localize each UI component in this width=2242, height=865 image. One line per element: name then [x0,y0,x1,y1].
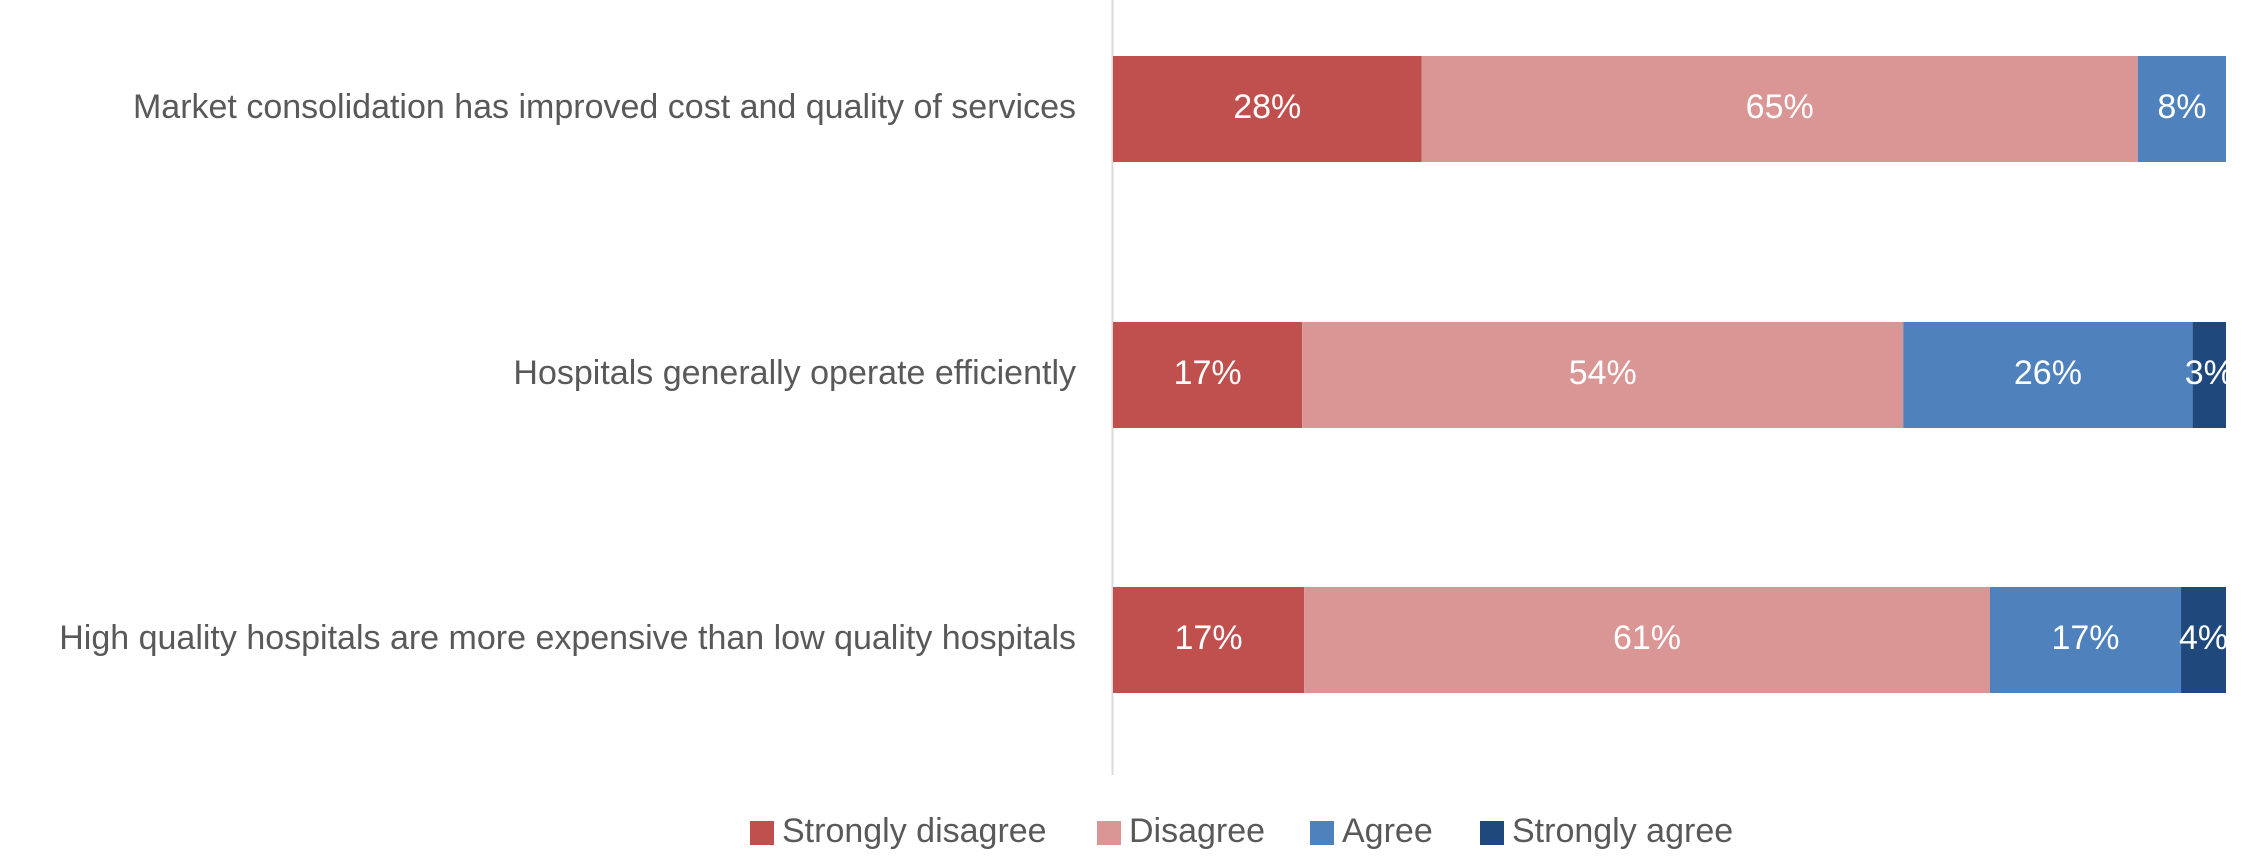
data-label: 17% [1174,354,1242,392]
bar-segment [1304,587,1990,693]
legend-label: Strongly agree [1512,812,1733,850]
data-label: 26% [2014,354,2082,392]
bar-segment [1113,322,1303,428]
bar-segment [2192,322,2226,428]
category-labels: Market consolidation has improved cost a… [59,88,1076,657]
bars [1113,56,2226,693]
data-label: 3% [2185,354,2234,392]
legend-swatch [1097,821,1121,845]
bar-segment [2137,56,2226,162]
data-label: 8% [2157,88,2206,126]
bar-segment [1989,587,2182,693]
legend-swatch [750,821,774,845]
legend-swatch [1310,821,1334,845]
data-label: 4% [2179,619,2228,657]
bar-segment [1113,587,1305,693]
category-label: High quality hospitals are more expensiv… [59,619,1076,657]
bar-segment [2181,587,2226,693]
legend-label: Strongly disagree [782,812,1047,850]
bar-segment [1113,56,1422,162]
legend-label: Disagree [1129,812,1265,850]
category-label: Market consolidation has improved cost a… [133,88,1076,126]
data-label: 61% [1613,619,1681,657]
data-label: 17% [2051,619,2119,657]
category-label: Hospitals generally operate efficiently [513,354,1076,392]
data-labels: 28% 65% 8% 17% 54% 26% 3% 17% 61% 17% 4% [1174,88,2234,657]
data-label: 17% [1175,619,1243,657]
data-label: 54% [1569,354,1637,392]
bar-segment [1903,322,2193,428]
legend-swatch [1480,821,1504,845]
bar-segment [1421,56,2138,162]
data-label: 65% [1746,88,1814,126]
legend: Strongly disagree Disagree Agree Strongly a… [750,812,1733,850]
data-label: 28% [1233,88,1301,126]
legend-label: Agree [1342,812,1433,850]
bar-segment [1302,322,1904,428]
